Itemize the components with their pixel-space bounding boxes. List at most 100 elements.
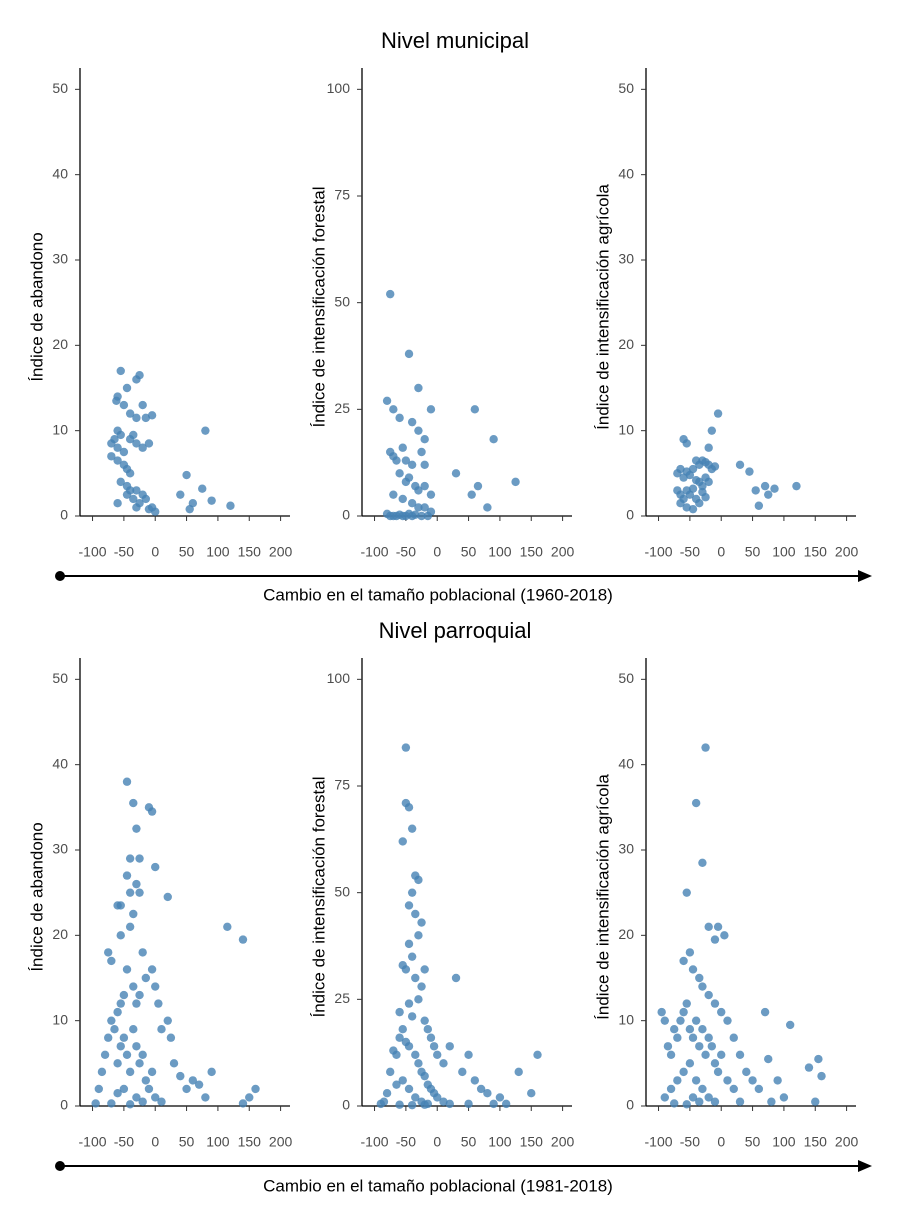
point	[673, 1033, 682, 1042]
point	[395, 1007, 404, 1017]
point	[245, 1093, 254, 1102]
point	[132, 413, 141, 423]
point	[698, 982, 707, 991]
point	[100, 1050, 110, 1060]
point	[110, 1025, 119, 1034]
point	[470, 1076, 480, 1085]
point	[483, 1089, 492, 1098]
point	[122, 871, 132, 880]
point	[698, 858, 707, 867]
point	[735, 1097, 745, 1106]
x-tick-label: 100	[488, 544, 512, 560]
section-title: Nivel parroquial	[379, 618, 532, 643]
point	[414, 486, 423, 495]
point	[742, 1067, 751, 1077]
point	[695, 1097, 704, 1106]
point	[682, 999, 691, 1008]
point	[132, 486, 141, 495]
point	[132, 1093, 141, 1102]
point	[676, 1016, 685, 1025]
x-tick-label: -100	[361, 1134, 389, 1150]
point	[119, 400, 129, 410]
arrow-head	[858, 1160, 872, 1172]
point	[417, 982, 426, 991]
point	[417, 447, 426, 457]
x-tick-label: -100	[645, 1134, 673, 1150]
point	[679, 956, 688, 966]
point	[814, 1054, 823, 1064]
points	[673, 409, 801, 514]
y-tick-label: 0	[342, 507, 350, 523]
y-tick-label: 30	[52, 251, 68, 267]
point	[426, 1033, 436, 1042]
x-tick-label: 100	[488, 1134, 512, 1150]
point	[476, 1084, 486, 1094]
point	[129, 982, 138, 991]
x-axis-caption: Cambio en el tamaño poblacional (1981-20…	[263, 1176, 613, 1195]
point	[414, 426, 423, 435]
point	[113, 443, 122, 452]
point	[151, 862, 160, 872]
point	[704, 1033, 713, 1042]
y-tick-label: 50	[618, 80, 634, 96]
y-tick-label: 100	[327, 670, 351, 686]
point	[473, 481, 483, 491]
point	[414, 931, 423, 940]
point	[420, 435, 429, 444]
point	[420, 460, 429, 469]
point	[119, 447, 129, 457]
point	[670, 1099, 679, 1108]
points	[91, 777, 260, 1109]
point	[147, 807, 157, 816]
point	[116, 931, 125, 940]
point	[785, 1020, 795, 1030]
point	[404, 939, 414, 949]
y-tick-label: 25	[334, 400, 350, 416]
point	[392, 456, 401, 465]
point	[238, 935, 248, 944]
point	[147, 1067, 157, 1077]
point	[125, 1067, 135, 1077]
point	[119, 1033, 129, 1042]
point	[129, 1025, 138, 1034]
x-tick-label: 150	[804, 544, 828, 560]
point	[660, 1093, 670, 1102]
point	[404, 1084, 414, 1094]
point	[94, 1084, 104, 1094]
point	[458, 1067, 467, 1077]
point	[701, 1050, 710, 1060]
point	[717, 1050, 726, 1060]
point	[107, 439, 116, 448]
point	[682, 439, 691, 448]
point	[122, 777, 132, 786]
point	[132, 439, 141, 448]
point	[707, 1042, 717, 1051]
y-tick-label: 0	[626, 1097, 634, 1113]
point	[404, 901, 414, 910]
point	[132, 999, 141, 1008]
point	[760, 1007, 770, 1017]
point	[407, 952, 417, 961]
x-tick-label: 50	[461, 544, 477, 560]
point	[129, 798, 138, 808]
point	[411, 510, 420, 519]
point	[132, 1042, 141, 1051]
point	[704, 990, 713, 1000]
x-tick-label: 200	[551, 1134, 575, 1150]
point	[407, 417, 417, 427]
point	[429, 1042, 439, 1051]
point	[533, 1050, 542, 1060]
y-tick-label: 50	[52, 80, 68, 96]
point	[188, 1076, 198, 1085]
point	[707, 426, 717, 435]
point	[688, 504, 698, 514]
point	[707, 464, 717, 474]
points	[382, 289, 520, 521]
point	[132, 503, 141, 512]
point	[194, 1080, 204, 1089]
point	[713, 1067, 723, 1077]
point	[401, 965, 411, 974]
x-tick-label: -50	[114, 544, 134, 560]
point	[107, 452, 116, 461]
point	[511, 477, 520, 487]
